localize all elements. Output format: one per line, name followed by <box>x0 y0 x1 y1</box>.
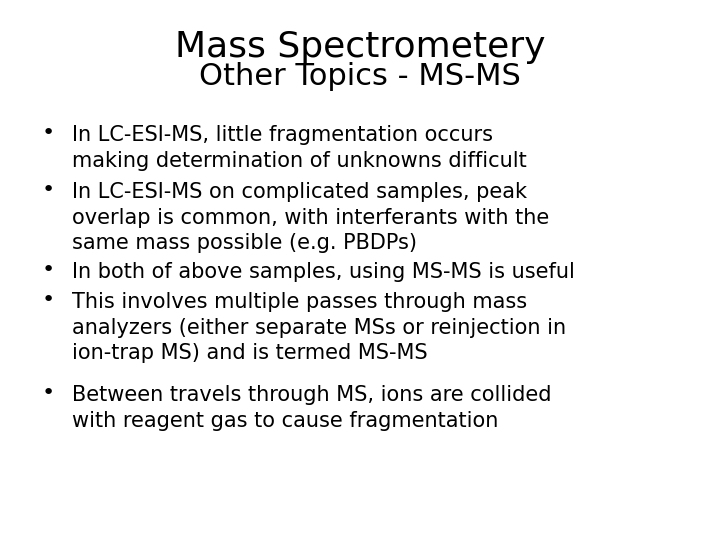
Text: •: • <box>41 123 55 143</box>
Text: •: • <box>41 260 55 280</box>
Text: Other Topics - MS-MS: Other Topics - MS-MS <box>199 62 521 91</box>
Text: •: • <box>41 290 55 310</box>
Text: •: • <box>41 383 55 403</box>
Text: In LC-ESI-MS, little fragmentation occurs
making determination of unknowns diffi: In LC-ESI-MS, little fragmentation occur… <box>72 125 527 171</box>
Text: Between travels through MS, ions are collided
with reagent gas to cause fragment: Between travels through MS, ions are col… <box>72 385 552 430</box>
Text: Mass Spectrometery: Mass Spectrometery <box>175 30 545 64</box>
Text: •: • <box>41 180 55 200</box>
Text: This involves multiple passes through mass
analyzers (either separate MSs or rei: This involves multiple passes through ma… <box>72 292 566 363</box>
Text: In LC-ESI-MS on complicated samples, peak
overlap is common, with interferants w: In LC-ESI-MS on complicated samples, pea… <box>72 182 549 253</box>
Text: In both of above samples, using MS-MS is useful: In both of above samples, using MS-MS is… <box>72 262 575 282</box>
